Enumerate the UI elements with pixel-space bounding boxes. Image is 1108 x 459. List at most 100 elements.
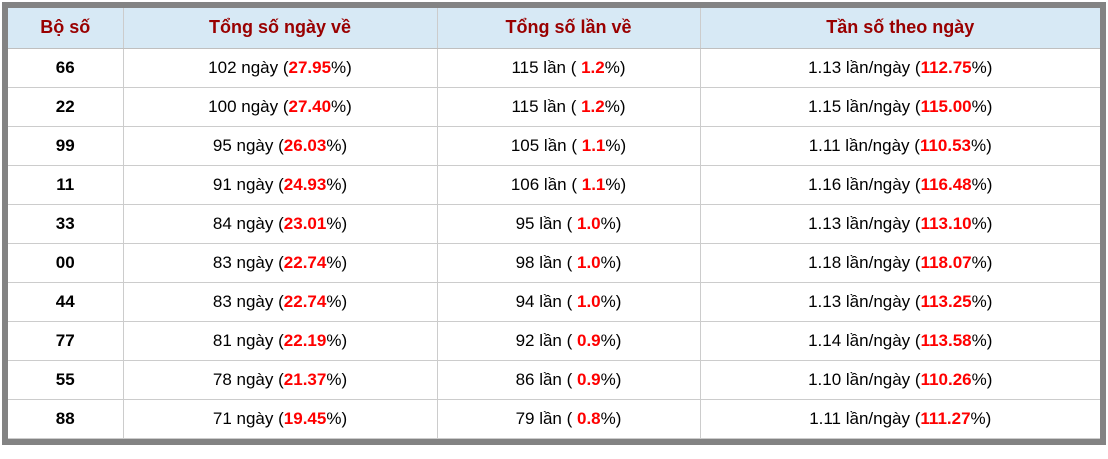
days-percent: 22.74 bbox=[283, 291, 327, 311]
times-percent: 1.1 bbox=[581, 174, 606, 194]
days-text: 83 ngày ( bbox=[212, 252, 284, 272]
times-percent: 1.1 bbox=[581, 135, 606, 155]
times-suffix: %) bbox=[600, 369, 622, 389]
cell-pair: 00 bbox=[8, 243, 124, 283]
freq-suffix: %) bbox=[971, 252, 993, 272]
times-suffix: %) bbox=[600, 330, 622, 350]
column-header-frequency: Tần số theo ngày bbox=[700, 8, 1100, 49]
cell-pair: 77 bbox=[8, 321, 124, 361]
freq-percent: 113.10 bbox=[920, 213, 972, 233]
days-text: 83 ngày ( bbox=[212, 291, 284, 311]
freq-percent: 110.53 bbox=[919, 135, 971, 155]
days-text: 81 ngày ( bbox=[212, 330, 284, 350]
times-text: 115 lần ( bbox=[511, 57, 582, 77]
times-suffix: %) bbox=[605, 135, 627, 155]
table-row: 77 81 ngày (22.19%) 92 lần ( 0.9%) 1.14 … bbox=[8, 321, 1100, 361]
freq-suffix: %) bbox=[971, 174, 993, 194]
times-percent: 1.0 bbox=[577, 291, 601, 311]
times-text: 86 lần ( bbox=[515, 369, 577, 389]
times-text: 105 lần ( bbox=[510, 135, 582, 155]
times-percent: 1.0 bbox=[577, 252, 601, 272]
table-row: 66 102 ngày (27.95%) 115 lần ( 1.2%) 1.1… bbox=[8, 48, 1100, 88]
table-row: 44 83 ngày (22.74%) 94 lần ( 1.0%) 1.13 … bbox=[8, 282, 1100, 322]
cell-pair: 11 bbox=[8, 165, 124, 205]
times-text: 94 lần ( bbox=[515, 291, 577, 311]
cell-frequency: 1.15 lần/ngày (115.00%) bbox=[700, 87, 1100, 127]
freq-percent: 118.07 bbox=[920, 252, 972, 272]
days-percent: 23.01 bbox=[283, 213, 327, 233]
times-percent: 1.0 bbox=[577, 213, 601, 233]
freq-text: 1.10 lần/ngày ( bbox=[808, 369, 921, 389]
freq-text: 1.13 lần/ngày ( bbox=[808, 57, 921, 77]
cell-frequency: 1.10 lần/ngày (110.26%) bbox=[700, 360, 1100, 400]
cell-pair: 55 bbox=[8, 360, 124, 400]
freq-text: 1.13 lần/ngày ( bbox=[808, 213, 921, 233]
cell-frequency: 1.14 lần/ngày (113.58%) bbox=[700, 321, 1100, 361]
cell-total-days: 102 ngày (27.95%) bbox=[123, 48, 438, 88]
days-suffix: %) bbox=[326, 291, 348, 311]
cell-pair: 99 bbox=[8, 126, 124, 166]
freq-suffix: %) bbox=[970, 408, 992, 428]
cell-pair: 22 bbox=[8, 87, 124, 127]
cell-total-times: 94 lần ( 1.0%) bbox=[437, 282, 701, 322]
days-percent: 21.37 bbox=[283, 369, 327, 389]
cell-pair: 66 bbox=[8, 48, 124, 88]
times-suffix: %) bbox=[604, 57, 626, 77]
freq-suffix: %) bbox=[971, 369, 993, 389]
cell-total-days: 84 ngày (23.01%) bbox=[123, 204, 438, 244]
freq-percent: 110.26 bbox=[920, 369, 972, 389]
times-text: 79 lần ( bbox=[515, 408, 577, 428]
cell-total-times: 115 lần ( 1.2%) bbox=[437, 87, 701, 127]
times-suffix: %) bbox=[600, 408, 622, 428]
cell-frequency: 1.13 lần/ngày (113.10%) bbox=[700, 204, 1100, 244]
table-row: 00 83 ngày (22.74%) 98 lần ( 1.0%) 1.18 … bbox=[8, 243, 1100, 283]
freq-percent: 113.25 bbox=[920, 291, 972, 311]
times-percent: 1.2 bbox=[581, 57, 605, 77]
days-percent: 24.93 bbox=[283, 174, 327, 194]
freq-text: 1.13 lần/ngày ( bbox=[808, 291, 921, 311]
freq-percent: 115.00 bbox=[920, 96, 972, 116]
table-row: 88 71 ngày (19.45%) 79 lần ( 0.8%) 1.11 … bbox=[8, 399, 1100, 439]
cell-frequency: 1.11 lần/ngày (111.27%) bbox=[700, 399, 1100, 439]
days-percent: 22.74 bbox=[283, 252, 327, 272]
days-suffix: %) bbox=[326, 369, 348, 389]
days-suffix: %) bbox=[326, 252, 348, 272]
times-text: 98 lần ( bbox=[515, 252, 577, 272]
freq-suffix: %) bbox=[971, 135, 992, 155]
times-text: 106 lần ( bbox=[510, 174, 582, 194]
column-header-total-times: Tổng số lần về bbox=[437, 8, 701, 49]
cell-total-times: 79 lần ( 0.8%) bbox=[437, 399, 701, 439]
days-percent: 26.03 bbox=[283, 135, 327, 155]
times-suffix: %) bbox=[604, 96, 626, 116]
table-row: 55 78 ngày (21.37%) 86 lần ( 0.9%) 1.10 … bbox=[8, 360, 1100, 400]
days-percent: 27.40 bbox=[288, 96, 332, 116]
cell-total-times: 92 lần ( 0.9%) bbox=[437, 321, 701, 361]
cell-total-times: 98 lần ( 1.0%) bbox=[437, 243, 701, 283]
cell-pair: 88 bbox=[8, 399, 124, 439]
days-percent: 22.19 bbox=[283, 330, 327, 350]
days-text: 91 ngày ( bbox=[212, 174, 284, 194]
days-text: 95 ngày ( bbox=[212, 135, 284, 155]
freq-suffix: %) bbox=[971, 213, 993, 233]
times-percent: 1.2 bbox=[581, 96, 605, 116]
table-row: 22 100 ngày (27.40%) 115 lần ( 1.2%) 1.1… bbox=[8, 87, 1100, 127]
cell-total-days: 71 ngày (19.45%) bbox=[123, 399, 438, 439]
cell-total-days: 78 ngày (21.37%) bbox=[123, 360, 438, 400]
days-percent: 27.95 bbox=[288, 57, 332, 77]
cell-frequency: 1.13 lần/ngày (113.25%) bbox=[700, 282, 1100, 322]
days-percent: 19.45 bbox=[283, 408, 327, 428]
days-text: 78 ngày ( bbox=[212, 369, 284, 389]
stats-table-frame: Bộ số Tổng số ngày về Tổng số lần về Tần… bbox=[2, 2, 1106, 445]
table-row: 33 84 ngày (23.01%) 95 lần ( 1.0%) 1.13 … bbox=[8, 204, 1100, 244]
cell-frequency: 1.18 lần/ngày (118.07%) bbox=[700, 243, 1100, 283]
days-suffix: %) bbox=[326, 213, 348, 233]
days-text: 102 ngày ( bbox=[208, 57, 289, 77]
cell-total-days: 91 ngày (24.93%) bbox=[123, 165, 438, 205]
table-row: 99 95 ngày (26.03%) 105 lần ( 1.1%) 1.11… bbox=[8, 126, 1100, 166]
days-suffix: %) bbox=[326, 330, 348, 350]
freq-text: 1.18 lần/ngày ( bbox=[808, 252, 921, 272]
cell-frequency: 1.11 lần/ngày (110.53%) bbox=[700, 126, 1100, 166]
days-suffix: %) bbox=[326, 174, 348, 194]
times-suffix: %) bbox=[600, 291, 622, 311]
freq-text: 1.16 lần/ngày ( bbox=[808, 174, 921, 194]
